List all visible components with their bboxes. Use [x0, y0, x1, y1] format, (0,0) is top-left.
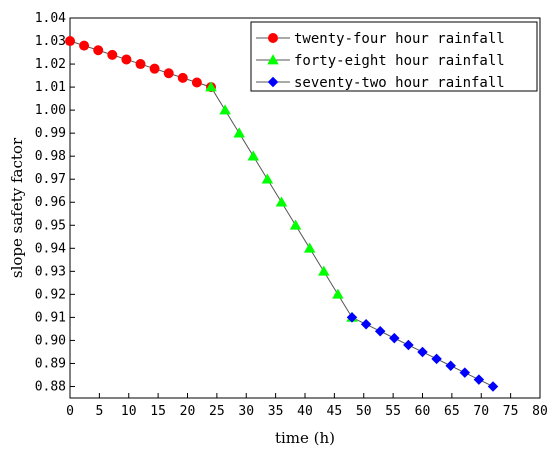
- data-point-triangle: [318, 265, 330, 276]
- x-tick-label: 45: [327, 404, 343, 419]
- data-point-circle: [177, 72, 188, 83]
- x-tick-label: 10: [121, 404, 137, 419]
- data-point-circle: [93, 45, 104, 56]
- y-tick-label: 1.01: [35, 80, 66, 95]
- x-tick-label: 75: [503, 404, 519, 419]
- series-markers: [65, 36, 499, 392]
- data-point-diamond: [403, 339, 414, 351]
- x-tick-label: 55: [385, 404, 401, 419]
- data-point-diamond: [360, 319, 372, 330]
- x-tick-label: 50: [356, 404, 372, 419]
- data-point-diamond: [473, 374, 485, 385]
- data-point-diamond: [445, 360, 456, 372]
- legend-label: forty-eight hour rainfall: [294, 53, 505, 69]
- data-point-circle: [79, 40, 90, 51]
- data-point-diamond: [389, 332, 400, 344]
- data-point-triangle: [205, 81, 217, 92]
- y-tick-label: 1.03: [35, 34, 66, 49]
- data-point-circle: [121, 54, 132, 65]
- y-tick-label: 0.89: [35, 356, 66, 371]
- x-axis-title: time (h): [275, 429, 335, 447]
- axis-ticks: 0 5 10 15 20 25 30 35 40 45 50 55 60 65 70 75 80 0.88 0.89…: [35, 11, 548, 419]
- y-tick-label: 1.00: [35, 103, 66, 118]
- x-tick-label: 80: [532, 404, 548, 419]
- legend: twenty-four hour rainfall forty-eight hou…: [250, 21, 538, 92]
- x-tick-label: 15: [150, 404, 166, 419]
- data-point-circle: [191, 77, 202, 88]
- y-tick-label: 1.04: [35, 11, 66, 26]
- series-line: [69, 40, 494, 387]
- y-tick-label: 1.02: [35, 57, 66, 72]
- data-point-triangle: [303, 242, 316, 253]
- y-tick-label: 0.92: [35, 287, 66, 302]
- legend-label: seventy-two hour rainfall: [294, 75, 505, 91]
- data-point-circle: [163, 68, 174, 79]
- x-tick-label: 5: [95, 404, 103, 419]
- data-point-triangle: [289, 219, 302, 230]
- x-tick-label: 70: [473, 404, 489, 419]
- data-point-triangle: [233, 127, 245, 138]
- legend-marker-diamond: [267, 76, 279, 88]
- y-tick-label: 0.97: [35, 172, 66, 187]
- legend-marker-triangle: [267, 54, 279, 65]
- legend-label: twenty-four hour rainfall: [294, 31, 505, 47]
- data-point-triangle: [219, 104, 231, 115]
- y-tick-label: 0.99: [35, 126, 66, 141]
- y-tick-label: 0.96: [35, 195, 66, 210]
- legend-marker-circle: [268, 33, 278, 43]
- x-tick-label: 65: [444, 404, 460, 419]
- y-tick-label: 0.93: [35, 264, 66, 279]
- data-point-diamond: [374, 325, 386, 337]
- data-point-circle: [107, 49, 118, 60]
- series-lines: [69, 40, 494, 387]
- y-axis-title: slope safety factor: [8, 137, 26, 278]
- x-tick-label: 30: [238, 404, 254, 419]
- y-tick-label: 0.90: [35, 333, 66, 348]
- data-point-diamond: [487, 381, 499, 392]
- y-tick-label: 0.88: [35, 379, 66, 394]
- x-tick-label: 60: [415, 404, 431, 419]
- data-point-circle: [149, 63, 160, 74]
- y-tick-label: 0.94: [35, 241, 66, 256]
- x-tick-label: 20: [180, 404, 196, 419]
- data-point-diamond: [431, 353, 442, 365]
- y-tick-label: 0.91: [35, 310, 66, 325]
- data-point-triangle: [275, 196, 288, 207]
- data-point-circle: [65, 36, 75, 47]
- x-tick-label: 40: [297, 404, 313, 419]
- data-point-triangle: [261, 173, 274, 184]
- data-point-diamond: [346, 312, 358, 323]
- data-point-triangle: [247, 150, 260, 161]
- x-tick-label: 0: [66, 404, 74, 419]
- y-tick-label: 0.98: [35, 149, 66, 164]
- x-tick-label: 25: [209, 404, 225, 419]
- data-point-diamond: [459, 367, 471, 378]
- y-tick-label: 0.95: [35, 218, 66, 233]
- x-tick-label: 35: [268, 404, 284, 419]
- data-point-circle: [135, 59, 146, 70]
- data-point-diamond: [417, 346, 428, 358]
- legend-box: [250, 21, 538, 92]
- data-point-triangle: [332, 288, 344, 299]
